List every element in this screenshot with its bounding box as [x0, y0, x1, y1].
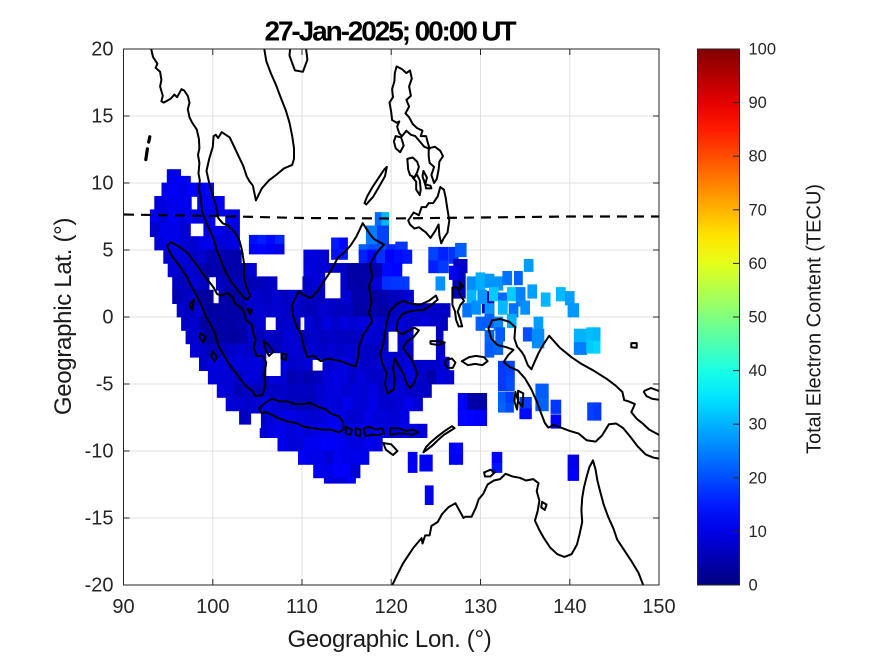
svg-text:110: 110 [286, 596, 318, 618]
svg-text:70: 70 [749, 201, 767, 219]
svg-text:140: 140 [553, 596, 586, 618]
svg-text:40: 40 [749, 362, 767, 380]
svg-text:0: 0 [102, 307, 113, 329]
svg-text:130: 130 [464, 596, 497, 618]
svg-text:5: 5 [102, 240, 113, 262]
svg-text:20: 20 [91, 39, 113, 61]
svg-text:90: 90 [112, 596, 134, 618]
svg-text:80: 80 [749, 148, 767, 166]
svg-text:50: 50 [749, 309, 767, 327]
svg-text:60: 60 [749, 255, 767, 273]
svg-text:150: 150 [642, 596, 675, 618]
svg-text:-10: -10 [85, 441, 114, 463]
svg-text:Geographic Lon. (°): Geographic Lon. (°) [287, 626, 491, 653]
svg-text:Total Electron Content (TECU): Total Electron Content (TECU) [804, 184, 826, 454]
svg-text:27-Jan-2025; 00:00 UT: 27-Jan-2025; 00:00 UT [264, 16, 516, 47]
svg-text:20: 20 [749, 469, 767, 487]
svg-text:-20: -20 [85, 575, 114, 597]
svg-text:30: 30 [749, 416, 767, 434]
svg-text:120: 120 [375, 596, 408, 618]
svg-text:Geographic Lat. (°): Geographic Lat. (°) [50, 218, 77, 415]
svg-text:15: 15 [91, 106, 113, 128]
svg-text:100: 100 [196, 596, 229, 618]
svg-text:100: 100 [749, 41, 777, 59]
svg-text:0: 0 [749, 577, 758, 595]
svg-text:-15: -15 [85, 508, 114, 530]
svg-text:90: 90 [749, 94, 767, 112]
svg-text:-5: -5 [96, 374, 114, 396]
svg-text:10: 10 [749, 523, 767, 541]
svg-text:10: 10 [91, 173, 113, 195]
